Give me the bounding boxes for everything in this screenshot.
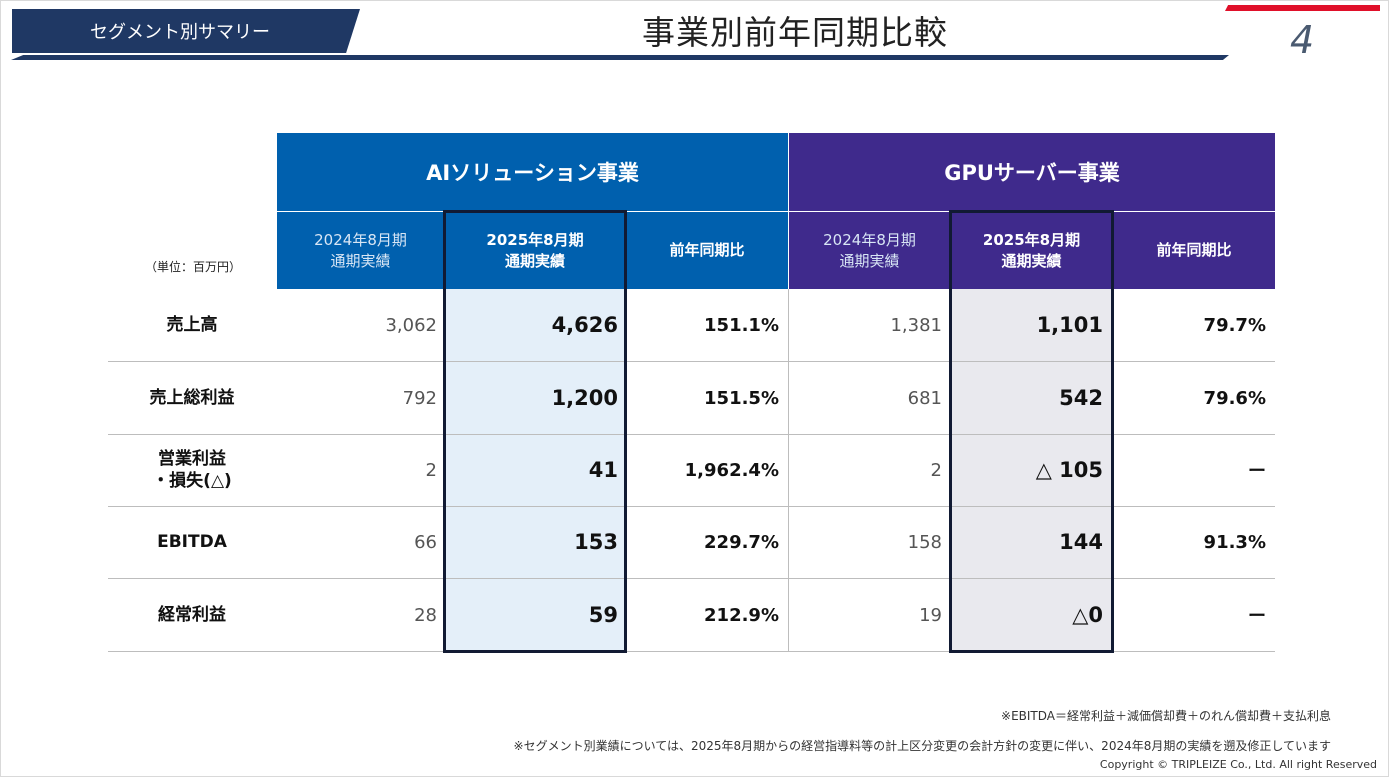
- gpu-ratio-value: ー: [1248, 461, 1266, 482]
- ai-ratio-value: 151.5%: [704, 387, 779, 409]
- col-header-line2: 通期実績: [1001, 251, 1062, 270]
- gpu-prev-value: 158: [907, 531, 942, 553]
- highlight-column-ai: [445, 289, 625, 651]
- row-label: 売上高: [166, 315, 218, 335]
- group-divider: [788, 289, 789, 651]
- table-row: EBITDA 66 153 229.7% 158 144 91.3%: [108, 506, 1275, 579]
- col-header-gpu-prev: 2024年8月期 通期実績: [789, 212, 950, 289]
- col-header-ai-cur: 2025年8月期 通期実績: [445, 212, 625, 289]
- page-number: 4: [1290, 18, 1315, 62]
- gpu-cur-value: 144: [1059, 530, 1103, 554]
- ai-prev-value: 28: [414, 604, 437, 626]
- gpu-cur-value: △0: [1072, 603, 1103, 627]
- ebitda-note: ※EBITDA＝経常利益＋減価償却費＋のれん償却費＋支払利息: [1001, 709, 1331, 723]
- segment-note: ※セグメント別業績については、2025年8月期からの経営指導料等の計上区分変更の…: [513, 739, 1331, 753]
- gpu-prev-value: 19: [919, 604, 942, 626]
- group-header-ai: AIソリューション事業: [277, 133, 788, 211]
- row-label: 売上総利益: [149, 388, 235, 408]
- ai-ratio-value: 229.7%: [704, 531, 779, 553]
- current-period-frame-ai: [443, 210, 627, 653]
- gpu-prev-value: 681: [907, 387, 942, 409]
- ai-cur-value: 59: [588, 603, 618, 627]
- col-header-label: 前年同期比: [669, 241, 745, 259]
- gpu-ratio-value: 91.3%: [1203, 531, 1266, 553]
- ai-cur-value: 4,626: [551, 313, 618, 337]
- ai-ratio-value: 151.1%: [704, 314, 779, 336]
- current-period-frame-gpu: [949, 210, 1114, 653]
- col-header-line1: 2024年8月期: [823, 230, 916, 249]
- gpu-prev-value: 1,381: [890, 314, 942, 336]
- gpu-ratio-value: 79.7%: [1203, 314, 1266, 336]
- gpu-ratio-value: ー: [1248, 606, 1266, 627]
- col-header-line1: 2025年8月期: [486, 230, 584, 249]
- col-header-line2: 通期実績: [839, 251, 900, 270]
- row-label: 営業利益 ・損失(△): [108, 434, 276, 506]
- ai-prev-value: 2: [425, 459, 437, 481]
- table-row: 売上総利益 792 1,200 151.5% 681 542 79.6%: [108, 362, 1275, 435]
- col-header-label: 前年同期比: [1156, 241, 1232, 259]
- highlight-column-gpu: [951, 289, 1112, 651]
- unit-label: （単位：百万円）: [145, 260, 242, 274]
- ai-prev-value: 792: [402, 387, 437, 409]
- row-label: EBITDA: [157, 532, 227, 552]
- col-header-line2: 通期実績: [504, 251, 565, 270]
- gpu-prev-value: 2: [930, 459, 942, 481]
- ai-cur-value: 153: [574, 530, 618, 554]
- ai-prev-value: 66: [414, 531, 437, 553]
- ai-cur-value: 41: [588, 458, 618, 482]
- row-label-line1: 営業利益: [158, 449, 226, 469]
- ai-cur-value: 1,200: [551, 386, 618, 410]
- segment-label: セグメント別サマリー: [12, 9, 360, 53]
- col-header-ai-ratio: 前年同期比: [626, 212, 788, 289]
- col-header-gpu-cur: 2025年8月期 通期実績: [951, 212, 1112, 289]
- gpu-cur-value: △ 105: [1035, 458, 1103, 482]
- table-row: 売上高 3,062 4,626 151.1% 1,381 1,101 79.7%: [108, 289, 1275, 362]
- row-label-line2: ・損失(△): [152, 471, 232, 491]
- col-header-line1: 2025年8月期: [982, 230, 1081, 249]
- col-header-line2: 通期実績: [330, 251, 391, 270]
- row-label: 経常利益: [158, 605, 226, 625]
- copyright: Copyright © TRIPLEIZE Co., Ltd. All righ…: [1099, 758, 1377, 771]
- table-row: 経常利益 28 59 212.9% 19 △0 ー: [108, 579, 1275, 652]
- ai-prev-value: 3,062: [385, 314, 437, 336]
- group-header-gpu: GPUサーバー事業: [789, 133, 1275, 211]
- gpu-cur-value: 1,101: [1036, 313, 1103, 337]
- ai-ratio-value: 212.9%: [704, 604, 779, 626]
- gpu-ratio-value: 79.6%: [1203, 387, 1266, 409]
- gpu-cur-value: 542: [1059, 386, 1103, 410]
- col-header-gpu-ratio: 前年同期比: [1113, 212, 1275, 289]
- red-accent-bar: [1225, 5, 1380, 11]
- ai-ratio-value: 1,962.4%: [684, 459, 779, 481]
- title-underline: [11, 55, 1229, 60]
- table-row: 営業利益 ・損失(△) 2 41 1,962.4% 2 △ 105 ー: [108, 434, 1275, 507]
- col-header-line1: 2024年8月期: [314, 230, 407, 249]
- page-title: 事業別前年同期比較: [642, 13, 948, 52]
- col-header-ai-prev: 2024年8月期 通期実績: [277, 212, 444, 289]
